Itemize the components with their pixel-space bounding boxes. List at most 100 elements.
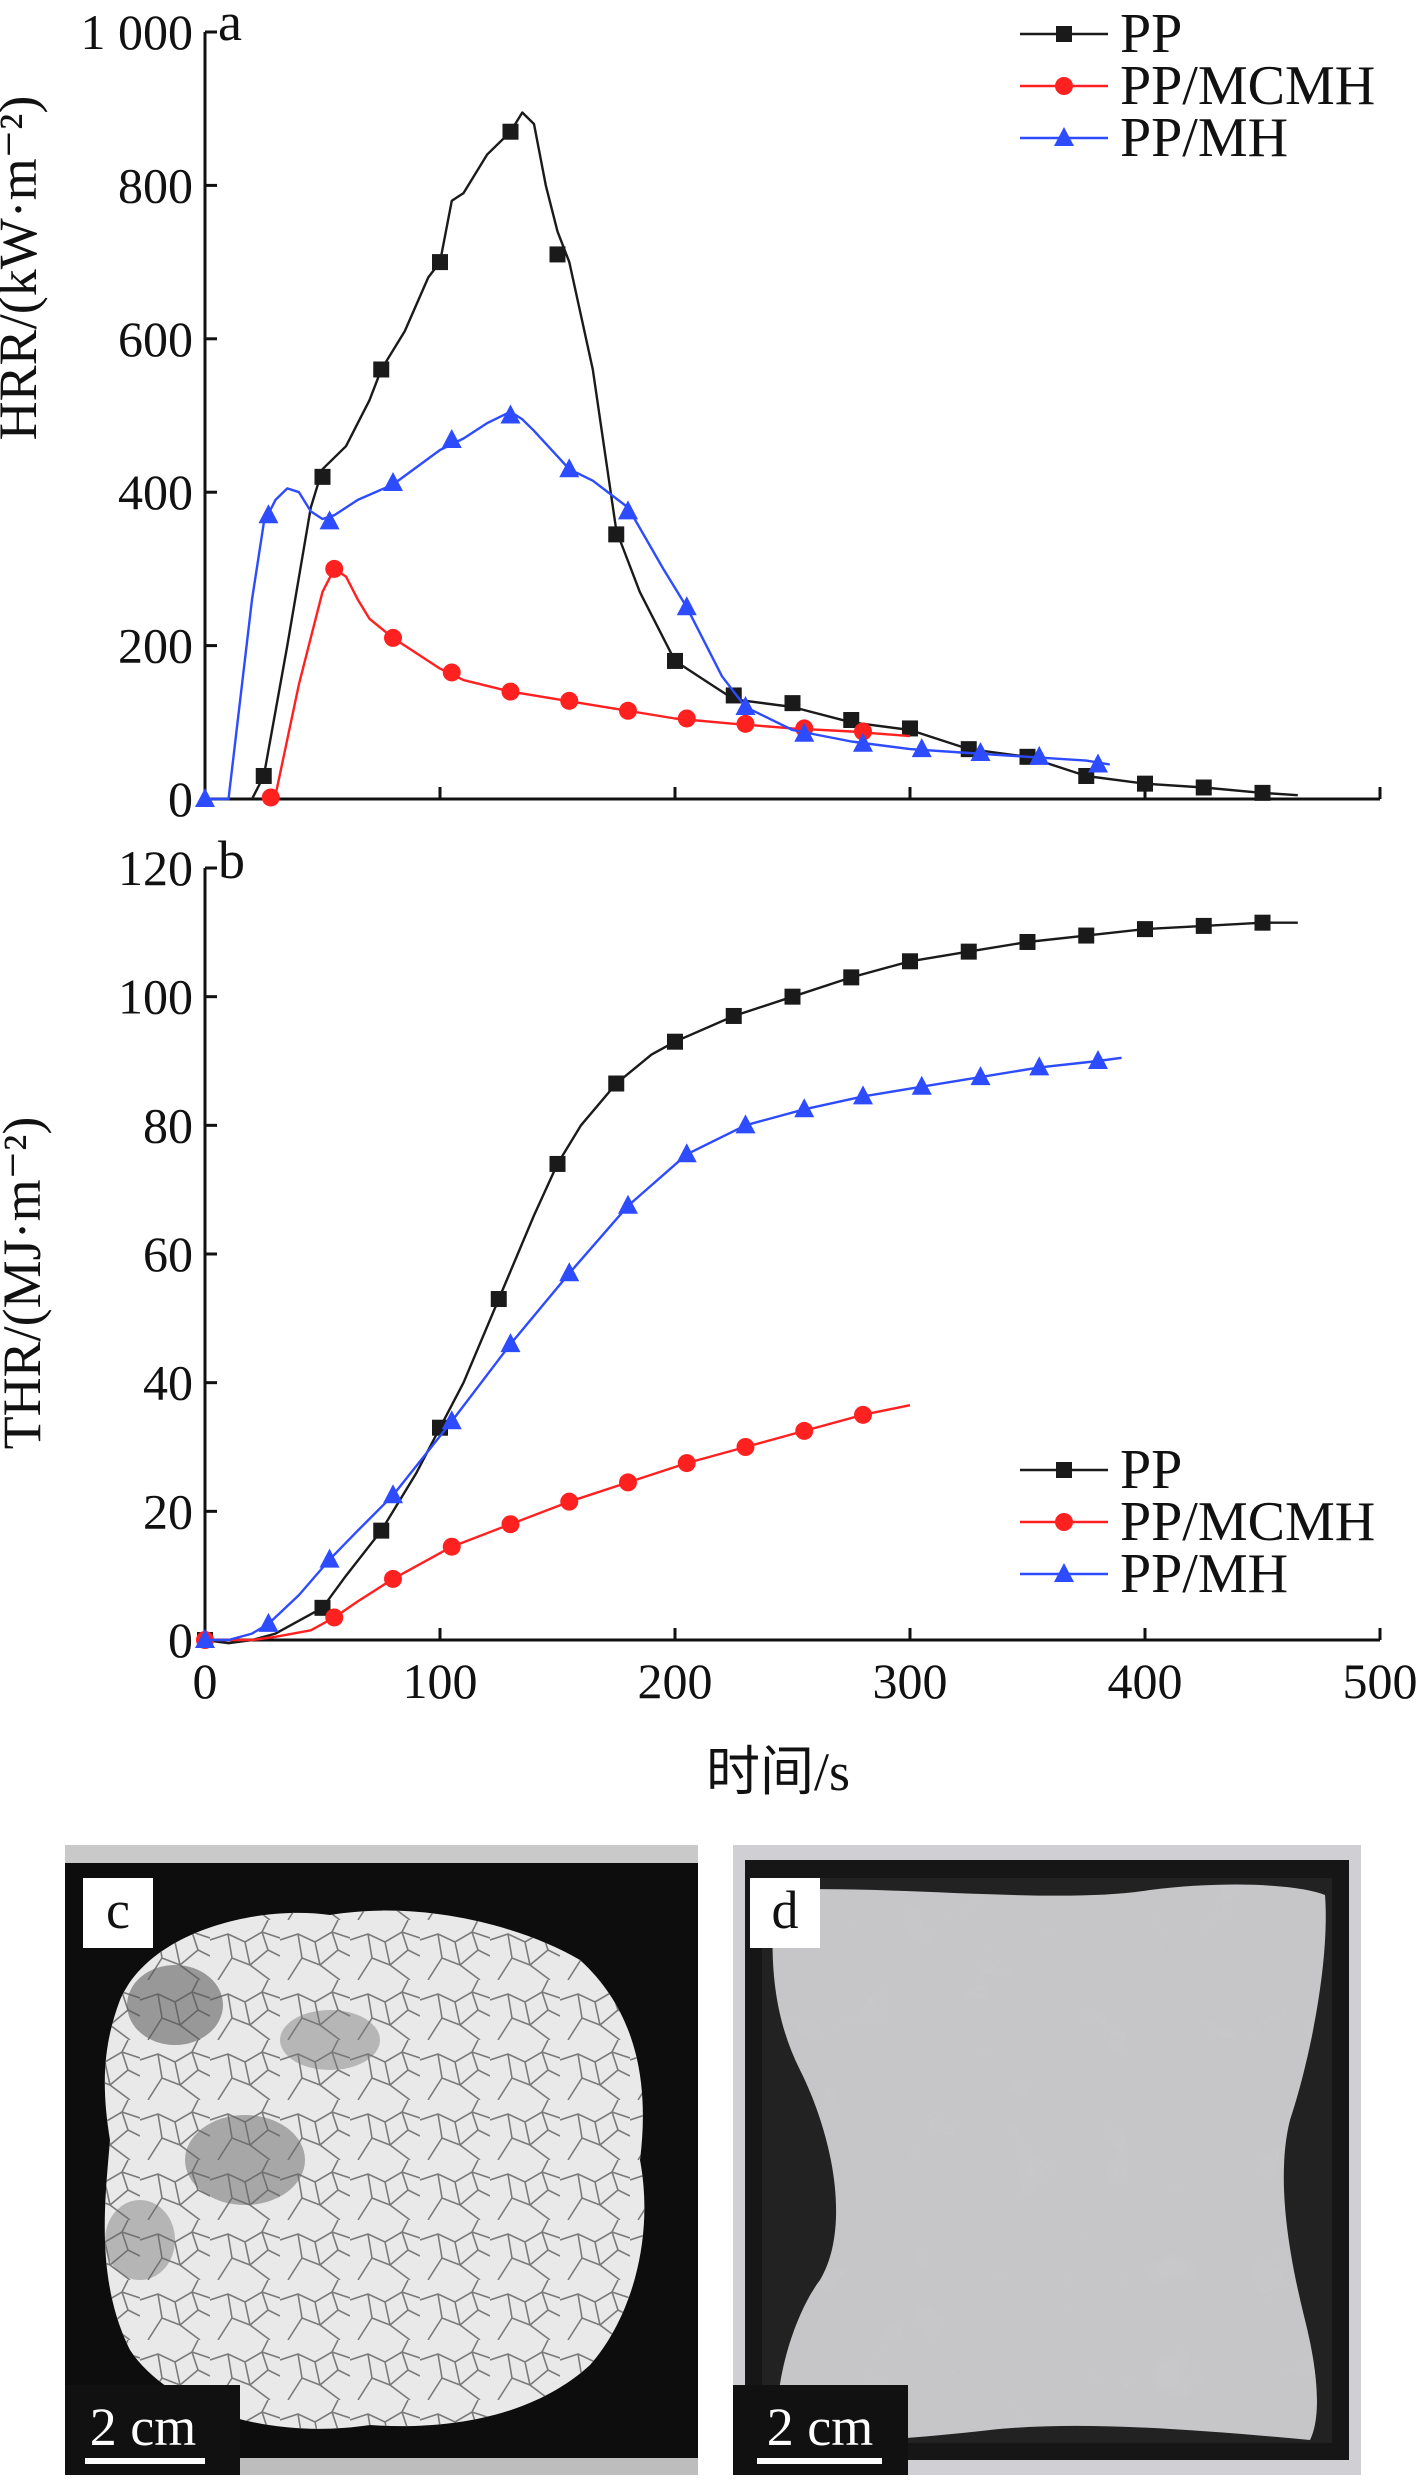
photo-c-dark-patch — [105, 2200, 175, 2280]
panel-a-y-tick-label: 600 — [118, 311, 193, 367]
panel-a-data-point-pp-mcmh — [384, 628, 402, 647]
x-axis-label: 时间/s — [706, 1742, 850, 1802]
panel-b-data-point-pp-mcmh — [442, 1537, 461, 1556]
panel-b-data-point-pp-mcmh — [384, 1569, 402, 1588]
panel-b-data-point-pp-mh — [195, 1629, 215, 1648]
panel-b-data-point-pp-mh — [1029, 1056, 1050, 1076]
panel-b-data-point-pp-mcmh — [501, 1515, 520, 1534]
panel-a-axes: 0 200 400 600 800 1 000 — [81, 4, 1382, 827]
panel-b-data-point-pp-mh — [853, 1085, 873, 1105]
panel-b-data-point-pp-mcmh — [854, 1405, 872, 1424]
panel-a-data-point-pp-mcmh — [854, 722, 872, 741]
panel-a-data-point-pp — [843, 711, 860, 728]
panel-b-data-point-pp — [843, 969, 860, 986]
panel-b-data-point-pp — [784, 988, 801, 1005]
panel-a-series-line-pp — [250, 111, 1298, 800]
panel-b-data-point-pp-mh — [676, 1143, 697, 1163]
panel-b-data-point-pp-mh — [441, 1410, 462, 1430]
panel-b-legend-label-pp-mh: PP/MH — [1120, 1543, 1288, 1605]
panel-b-legend-marker-pp-mh — [1054, 1563, 1074, 1582]
panel-b-y-tick-label: 100 — [118, 969, 193, 1025]
panel-a-data-point-pp — [502, 123, 519, 140]
x-tick-label: 200 — [638, 1653, 713, 1709]
panel-a-data-point-pp-mh — [1088, 753, 1108, 773]
panel-b-y-tick-label: 120 — [118, 840, 193, 896]
panel-a-data-point-pp-mh — [794, 722, 815, 742]
panel-b-label: b — [218, 830, 245, 890]
panel-b-y-tick-label: 0 — [168, 1612, 193, 1668]
panel-a-legend-label-pp: PP — [1120, 3, 1182, 65]
panel-a-data-point-pp-mh — [195, 788, 215, 807]
photo-c-dark-patch — [280, 2010, 380, 2070]
panel-b-data-point-pp-mh — [559, 1262, 580, 1282]
panel-a-legend-marker-pp-mcmh — [1055, 77, 1073, 95]
x-tick-label: 100 — [403, 1653, 478, 1709]
panel-a-data-point-pp — [1254, 784, 1271, 801]
panel-b-data-point-pp — [1195, 917, 1212, 934]
panel-b-data-point-pp-mh — [970, 1066, 991, 1086]
x-tick-label: 500 — [1343, 1653, 1417, 1709]
panel-a-y-tick-label: 1 000 — [81, 4, 194, 60]
panel-a-data-point-pp-mh — [911, 738, 932, 758]
panel-b-data-point-pp-mh — [319, 1548, 340, 1568]
panel-b-data-point-pp — [1137, 921, 1153, 938]
panel-a-y-tick-label: 400 — [118, 464, 193, 520]
panel-b-data-point-pp — [960, 943, 977, 960]
panel-b-legend-marker-pp-mcmh — [1055, 1513, 1073, 1531]
photo-d-label-box — [750, 1878, 820, 1948]
panel-b-y-tick-label: 40 — [143, 1355, 193, 1411]
x-tick-label: 0 — [193, 1653, 218, 1709]
panel-b-legend-label-pp-mcmh: PP/MCMH — [1120, 1491, 1375, 1553]
panel-b-data-point-pp-mh — [794, 1098, 815, 1118]
panel-b-y-tick-label: 60 — [143, 1226, 193, 1282]
panel-b-data-point-pp — [1078, 927, 1095, 944]
panel-a-series-line-pp-mh — [205, 410, 1110, 801]
panel-b-data-point-pp-mh — [383, 1484, 403, 1504]
panel-b-data-point-pp-mcmh — [619, 1473, 637, 1492]
panel-a-data-point-pp-mh — [319, 510, 340, 530]
panel-b-data-point-pp — [608, 1075, 625, 1092]
panel-b-data-point-pp — [549, 1155, 566, 1172]
panel-b-data-point-pp-mh — [911, 1075, 932, 1095]
panel-b-data-point-pp — [667, 1033, 683, 1050]
panel-a-data-point-pp-mcmh — [677, 709, 696, 728]
panel-a-data-point-pp — [373, 361, 390, 378]
panel-b-series-line-pp-mh — [205, 1056, 1122, 1642]
panel-a-data-point-pp — [314, 468, 331, 485]
photo-c-dark-patch — [127, 1965, 223, 2045]
photo-d-residue-texture — [772, 1884, 1326, 2442]
panel-a-data-point-pp-mcmh — [261, 788, 280, 807]
panel-a-data-point-pp — [1137, 775, 1153, 792]
photo-c-label: c — [106, 1880, 130, 1940]
panel-a-data-point-pp-mh — [853, 732, 873, 752]
panel-b-legend-label-pp: PP — [1120, 1439, 1182, 1501]
panel-b-y-tick-label: 80 — [143, 1097, 193, 1153]
photo-d-scale-bar — [757, 2458, 882, 2464]
x-tick-label: 300 — [873, 1653, 948, 1709]
panel-b-series-line-pp-mcmh — [205, 1404, 911, 1642]
panel-a-data-point-pp-mcmh — [325, 559, 344, 578]
panel-b-data-point-pp — [314, 1599, 331, 1616]
panel-b-y-tick-label: 20 — [143, 1483, 193, 1539]
panel-b-data-point-pp-mh — [1088, 1050, 1108, 1069]
photo-c: c 2 cm — [65, 1845, 698, 2475]
panel-b-data-point-pp-mcmh — [736, 1438, 755, 1456]
panel-a-legend-marker-pp-mh — [1054, 127, 1074, 146]
panel-b-y-axis-label: THR/(MJ·m⁻²) — [0, 1117, 52, 1450]
panel-b-data-point-pp — [1019, 933, 1036, 950]
panel-a-y-tick-label: 0 — [168, 771, 193, 827]
panel-a-data-point-pp-mh — [676, 596, 697, 616]
panel-b-data-point-pp-mh — [258, 1612, 279, 1632]
panel-a-data-point-pp-mh — [258, 504, 279, 524]
panel-a-legend-label-pp-mh: PP/MH — [1120, 107, 1288, 169]
photo-c-scale-bar — [85, 2458, 205, 2464]
panel-b-data-point-pp-mh — [735, 1114, 756, 1134]
panel-b-thr-chart: 0 20 40 60 80 100 120 0 100 200 300 400 500 THR/(MJ·… — [0, 830, 1417, 1802]
panel-b-data-point-pp — [373, 1522, 390, 1539]
panel-b-legend-marker-pp — [1056, 1462, 1072, 1478]
panel-b-data-point-pp-mcmh — [325, 1608, 344, 1627]
panel-a-data-point-pp-mcmh — [736, 714, 755, 733]
